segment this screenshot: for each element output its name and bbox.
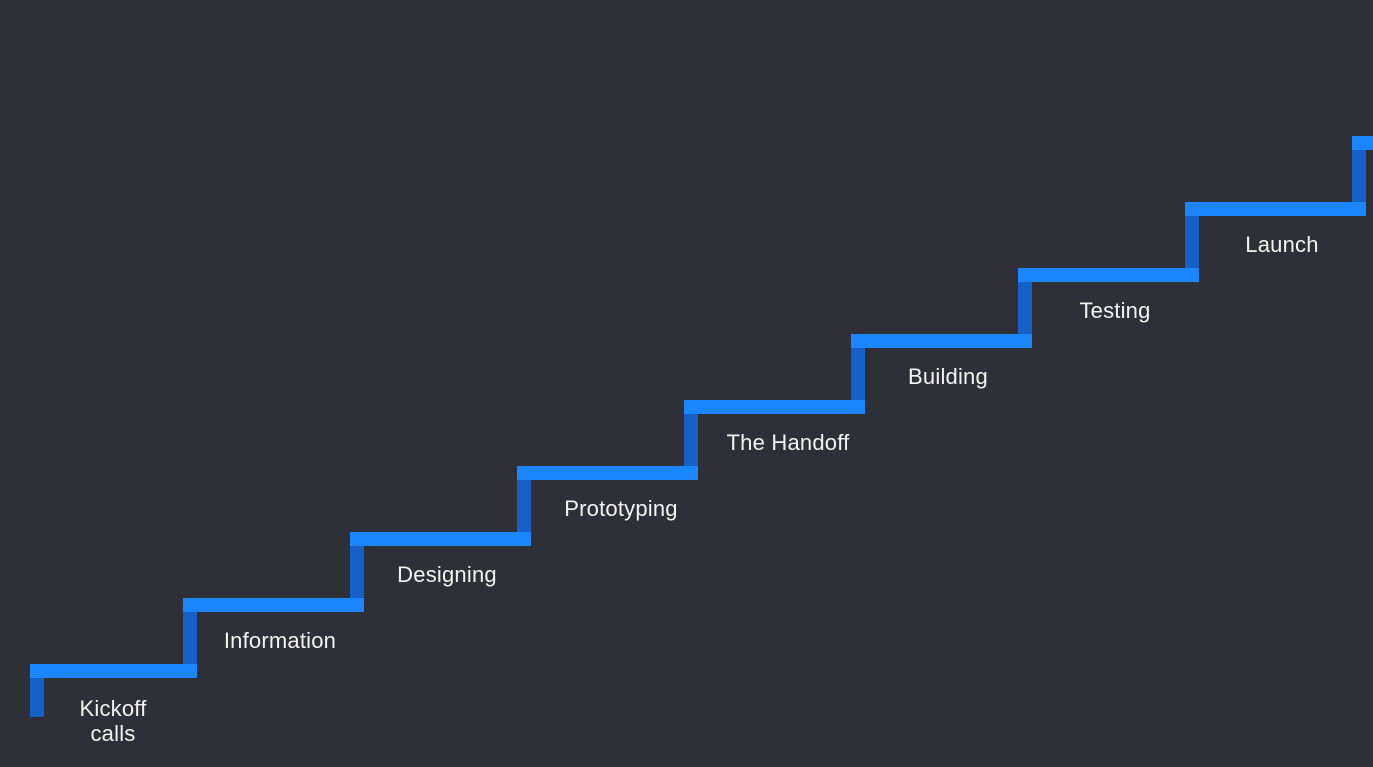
step-label: Launch xyxy=(1212,232,1352,257)
step-label: Building xyxy=(878,364,1018,389)
staircase-svg xyxy=(0,0,1373,767)
step-label: Kickoff calls xyxy=(53,696,173,747)
step-label: Designing xyxy=(377,562,517,587)
step-label: Prototyping xyxy=(546,496,696,521)
step-label: Information xyxy=(210,628,350,653)
step-label: The Handoff xyxy=(708,430,868,455)
step-label: Testing xyxy=(1045,298,1185,323)
staircase-diagram: Kickoff calls Information Designing Prototy… xyxy=(0,0,1373,767)
